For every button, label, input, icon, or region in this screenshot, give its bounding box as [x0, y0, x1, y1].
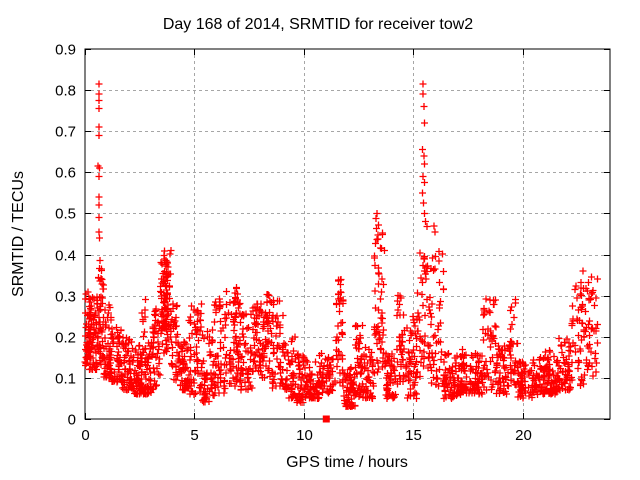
y-tick-label: 0.9: [55, 42, 76, 59]
x-tick-label: 10: [296, 427, 313, 444]
y-tick-label: 0.2: [55, 330, 76, 347]
x-tick-label: 20: [515, 427, 532, 444]
plot-border: [84, 48, 611, 420]
scatter-points: [81, 80, 601, 410]
y-tick-label: 0.5: [55, 206, 76, 223]
y-axis-label: SRMTID / TECUs: [10, 171, 27, 297]
y-tick-label: 0.3: [55, 289, 76, 306]
y-tick-label: 0: [68, 412, 76, 429]
plus-markers: [81, 80, 601, 410]
y-tick-label: 0.7: [55, 124, 76, 141]
filled-square-marker: [322, 415, 330, 423]
x-tick-label: 0: [81, 427, 89, 444]
y-tick-label: 0.4: [55, 248, 76, 265]
chart-title: Day 168 of 2014, SRMTID for receiver tow…: [163, 16, 473, 33]
x-axis-label: GPS time / hours: [286, 454, 408, 471]
y-tick-label: 0.1: [55, 371, 76, 388]
x-tick-label: 15: [405, 427, 422, 444]
axis-tick-labels: 0 5 10 15 20 0 0.1 0.2 0.3 0.4 0.5 0.6 0.7 0.8 0.9: [55, 42, 532, 445]
y-tick-label: 0.8: [55, 83, 76, 100]
flag-square-point: [322, 415, 330, 423]
y-tick-label: 0.6: [55, 165, 76, 182]
x-tick-label: 5: [190, 427, 198, 444]
